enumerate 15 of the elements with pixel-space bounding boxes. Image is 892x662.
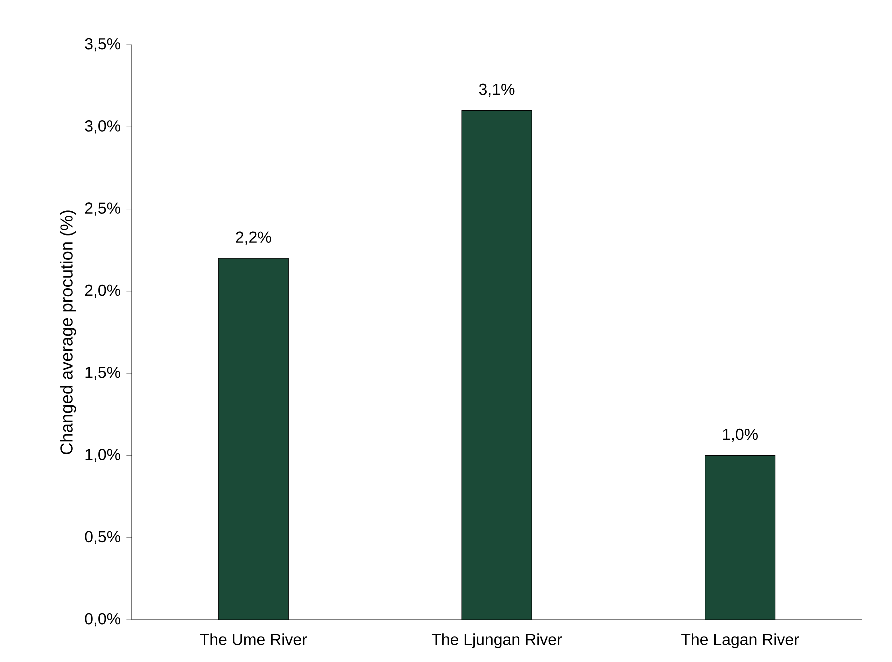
y-tick-label: 0,5%: [85, 531, 120, 544]
data-label: 3,1%: [479, 84, 515, 98]
x-tick-label: The Lagan River: [682, 634, 800, 649]
x-tick-label: The Ljungan River: [432, 634, 562, 649]
y-axis-title: Changed average procution (%): [60, 210, 76, 454]
data-label: 1,0%: [723, 428, 758, 442]
y-tick-label: 1,5%: [86, 366, 120, 380]
y-tick-label: 0,0%: [85, 613, 120, 627]
y-tick-label: 3,5%: [85, 38, 120, 52]
data-label: 2,2%: [236, 232, 272, 245]
y-tick-label: 2,5%: [85, 202, 120, 216]
y-tick-label: 2,0%: [85, 284, 120, 298]
y-tick-label: 1,0%: [86, 449, 120, 462]
x-tick-label: The Ume River: [200, 634, 308, 646]
y-tick-label: 3,0%: [85, 120, 120, 134]
